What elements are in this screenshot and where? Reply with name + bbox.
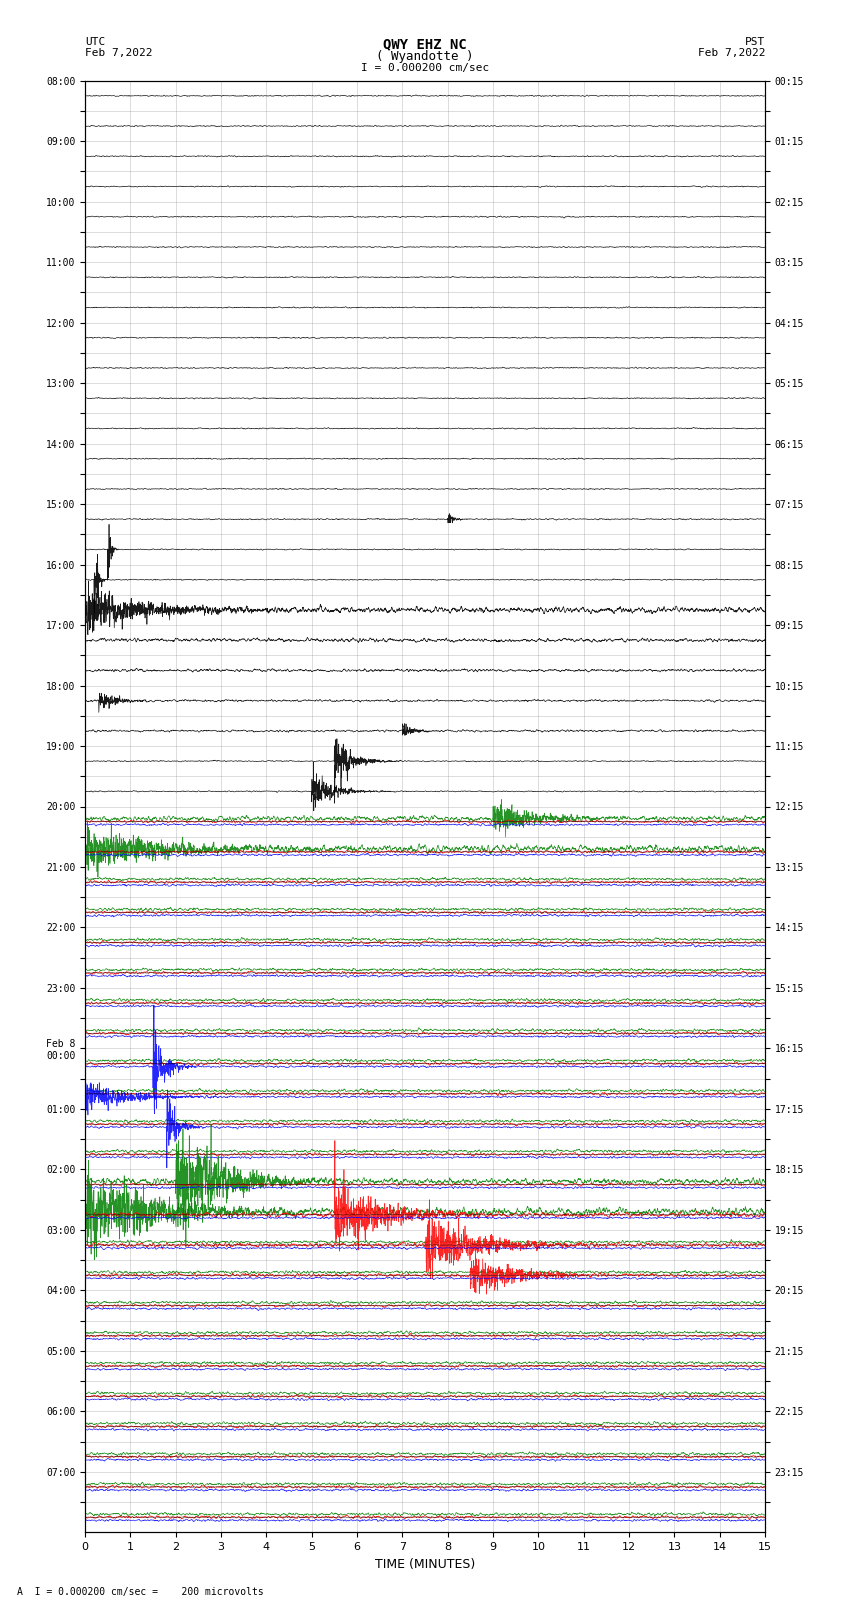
Text: Feb 7,2022: Feb 7,2022 xyxy=(698,48,765,58)
Text: I = 0.000200 cm/sec: I = 0.000200 cm/sec xyxy=(361,63,489,73)
Text: PST: PST xyxy=(745,37,765,47)
Text: UTC: UTC xyxy=(85,37,105,47)
X-axis label: TIME (MINUTES): TIME (MINUTES) xyxy=(375,1558,475,1571)
Text: QWY EHZ NC: QWY EHZ NC xyxy=(383,37,467,52)
Text: A  I = 0.000200 cm/sec =    200 microvolts: A I = 0.000200 cm/sec = 200 microvolts xyxy=(17,1587,264,1597)
Text: ( Wyandotte ): ( Wyandotte ) xyxy=(377,50,473,63)
Text: Feb 7,2022: Feb 7,2022 xyxy=(85,48,152,58)
